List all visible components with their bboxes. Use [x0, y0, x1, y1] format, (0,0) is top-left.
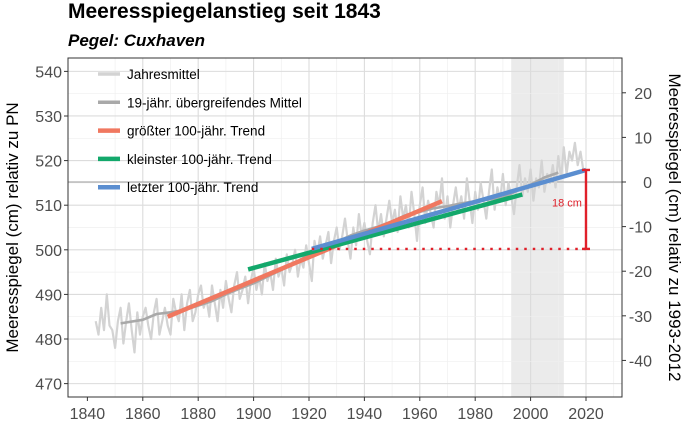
plot-border: [67, 57, 623, 398]
y-tick-label: 510: [35, 198, 62, 215]
series-annual-mean: [94, 141, 585, 354]
y-tick-label: 500: [35, 243, 62, 260]
x-tick-label: 2020: [568, 406, 604, 423]
y-right-tick-label: 20: [634, 86, 652, 103]
y-right-tick-label: 0: [643, 175, 652, 192]
series-max-100yr-trend: [166, 199, 443, 319]
legend-label: größter 100-jähr. Trend: [127, 124, 265, 139]
y-tick-label: 470: [35, 377, 62, 394]
y-tick-label: 530: [35, 109, 62, 126]
chart-subtitle: Pegel: Cuxhaven: [68, 31, 205, 50]
x-tick-label: 2000: [513, 406, 549, 423]
y-tick-label: 520: [35, 154, 62, 171]
chart-title: Meeresspiegelanstieg seit 1843: [68, 0, 381, 23]
y-tick-label: 540: [35, 64, 62, 81]
y-right-tick-label: -30: [629, 309, 652, 326]
x-tick-label: 1920: [291, 406, 327, 423]
y-tick-label: 490: [35, 287, 62, 304]
y-right-tick-label: -10: [629, 220, 652, 237]
annotation-label: 18 cm: [552, 197, 582, 209]
y-right-tick-label: 10: [634, 130, 652, 147]
plot-series: [94, 141, 587, 354]
legend-label: kleinster 100-jähr. Trend: [127, 152, 272, 167]
y-axis-title: Meeresspiegel (cm) relativ zu PN: [3, 102, 22, 352]
legend-label: Jahresmittel: [127, 67, 200, 82]
x-tick-label: 1860: [125, 406, 161, 423]
y-right-tick-label: -20: [629, 264, 652, 281]
x-tick-label: 1960: [402, 406, 438, 423]
legend-label: 19-jähr. übergreifendes Mittel: [127, 95, 302, 110]
x-tick-label: 1940: [347, 406, 383, 423]
y-right-tick-label: -40: [629, 353, 652, 370]
y-tick-label: 480: [35, 332, 62, 349]
legend-label: letzter 100-jähr. Trend: [127, 180, 258, 195]
series-last-100yr-trend: [311, 167, 587, 252]
x-tick-label: 1900: [236, 406, 272, 423]
x-tick-label: 1880: [180, 406, 216, 423]
x-tick-label: 1840: [70, 406, 106, 423]
x-tick-label: 1980: [457, 406, 493, 423]
y-axis-title-right: Meeresspiegel (cm) relativ zu 1993-2012: [665, 73, 684, 381]
series-min-100yr-trend: [247, 192, 523, 272]
